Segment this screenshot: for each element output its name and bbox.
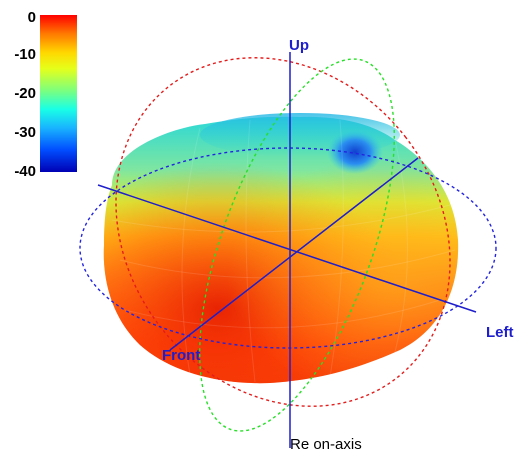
radiation-balloon	[103, 113, 459, 384]
colorbar-tick-2: -20	[14, 85, 36, 102]
axis-label-left: Left	[486, 324, 514, 341]
colorbar-tick-1: -10	[14, 46, 36, 63]
colorbar-tick-4: -40	[14, 163, 36, 180]
null-dimple	[327, 130, 383, 174]
ring-blue	[79, 147, 497, 349]
ring-green	[199, 58, 395, 432]
axis-left-right	[169, 157, 419, 351]
axis-front-back	[97, 184, 477, 313]
axis-label-front: Front	[162, 347, 201, 364]
axis-label-up: Up	[289, 37, 309, 54]
plot-caption: Re on-axis	[290, 436, 362, 453]
colorbar-tick-0: 0	[27, 9, 36, 26]
colorbar-tick-3: -30	[14, 124, 36, 141]
colorbar	[40, 15, 77, 172]
axis-lines	[97, 52, 477, 448]
